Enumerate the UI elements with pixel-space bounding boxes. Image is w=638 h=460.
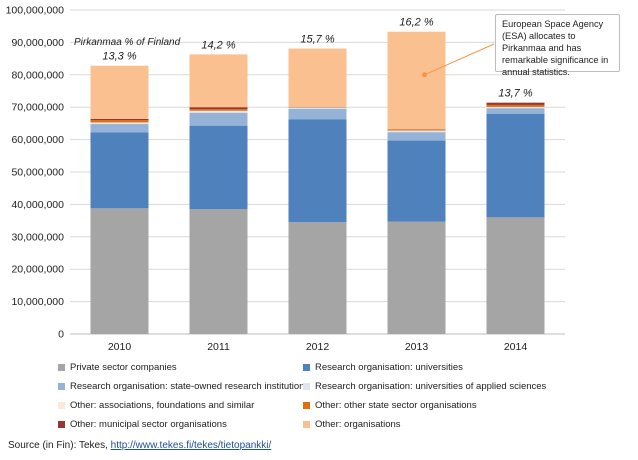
x-tick-label: 2013 xyxy=(405,341,429,353)
y-tick-label: 0 xyxy=(58,329,64,341)
legend-swatch xyxy=(58,421,65,428)
legend-label: Research organisation: state-owned resea… xyxy=(70,381,310,392)
bar-segment xyxy=(90,65,149,119)
bar-segment xyxy=(288,107,347,109)
legend-item: Other: municipal sector organisations xyxy=(58,419,227,430)
y-tick-label: 70,000,000 xyxy=(11,102,64,114)
y-axis-ticks: 0 10,000,000 20,000,000 30,000,000 40,000,00… xyxy=(6,5,65,341)
bar-segment xyxy=(189,107,248,110)
share-heading: Pirkanmaa % of Finland xyxy=(74,37,181,48)
legend-item: Research organisation: universities xyxy=(303,362,463,373)
y-tick-label: 60,000,000 xyxy=(11,134,64,146)
bar-segment xyxy=(387,31,446,130)
legend-label: Private sector companies xyxy=(70,362,177,373)
bar-segment xyxy=(189,54,248,108)
y-tick-label: 50,000,000 xyxy=(11,167,64,179)
bar-segment xyxy=(189,110,248,112)
y-tick-label: 80,000,000 xyxy=(11,69,64,81)
legend-swatch xyxy=(303,402,310,409)
bar-segment xyxy=(90,123,149,125)
legend-swatch xyxy=(58,402,65,409)
bars xyxy=(90,31,545,334)
bar-segment xyxy=(387,129,446,131)
esa-callout: European Space Agency (ESA) allocates to… xyxy=(495,14,620,77)
bar-segment xyxy=(486,113,545,218)
x-tick-label: 2014 xyxy=(504,341,528,353)
legend-swatch xyxy=(303,364,310,371)
y-tick-label: 10,000,000 xyxy=(11,296,64,308)
x-axis-ticks: 2010 2011 2012 2013 2014 xyxy=(108,341,528,353)
legend-label: Research organisation: universities of a… xyxy=(315,381,547,392)
legend-item: Research organisation: state-owned resea… xyxy=(58,381,309,392)
bar-segment xyxy=(288,108,347,120)
bar-segment xyxy=(90,122,149,124)
bar-segment xyxy=(387,140,446,222)
bar-segment xyxy=(288,119,347,223)
y-tick-label: 90,000,000 xyxy=(11,37,64,49)
share-label: 13,3 % xyxy=(102,51,136,63)
share-label: 15,7 % xyxy=(300,34,334,46)
x-tick-label: 2012 xyxy=(306,341,330,353)
legend-swatch xyxy=(58,364,65,371)
bar-segment xyxy=(90,124,149,133)
legend-swatch xyxy=(58,383,65,390)
bar-segment xyxy=(486,104,545,107)
source-prefix: Source (in Fin): Tekes, xyxy=(8,440,111,451)
bar-segment xyxy=(387,132,446,141)
x-tick-label: 2010 xyxy=(108,341,132,353)
y-tick-label: 20,000,000 xyxy=(11,264,64,276)
bar-segment xyxy=(387,130,446,133)
bar-segment xyxy=(90,132,149,209)
bar-segment xyxy=(189,112,248,126)
legend-item: Other: associations, foundations and sim… xyxy=(58,400,254,411)
callout-arrow xyxy=(422,43,495,78)
share-labels: 13,3 % 14,2 % 15,7 % 16,2 % 13,7 % xyxy=(102,17,532,100)
legend-item: Private sector companies xyxy=(58,362,177,373)
legend-label: Research organisation: universities xyxy=(315,362,463,373)
legend-label: Other: municipal sector organisations xyxy=(70,419,227,430)
bar-segment xyxy=(486,217,545,334)
source-link[interactable]: http://www.tekes.fi/tekes/tietopankki/ xyxy=(110,440,272,451)
bar-segment xyxy=(486,108,545,114)
bar-segment xyxy=(387,221,446,334)
bar-segment xyxy=(90,120,149,123)
y-tick-label: 40,000,000 xyxy=(11,199,64,211)
bar-segment xyxy=(189,109,248,111)
callout-line xyxy=(424,43,495,76)
x-tick-label: 2011 xyxy=(207,341,230,353)
legend-item: Other: organisations xyxy=(303,419,401,430)
legend-label: Other: organisations xyxy=(315,419,401,430)
bar-segment xyxy=(189,125,248,210)
legend-label: Other: other state sector organisations xyxy=(315,400,477,411)
bar-segment xyxy=(288,48,347,107)
share-label: 16,2 % xyxy=(399,17,433,29)
bar-segment xyxy=(90,118,149,121)
legend-item: Other: other state sector organisations xyxy=(303,400,477,411)
bar-segment xyxy=(189,209,248,334)
legend-swatch xyxy=(303,421,310,428)
legend-item: Research organisation: universities of a… xyxy=(303,381,546,392)
bar-segment xyxy=(189,111,248,113)
bar-segment xyxy=(486,107,545,109)
share-label: 14,2 % xyxy=(201,39,235,51)
y-tick-label: 100,000,000 xyxy=(6,5,65,17)
bar-segment xyxy=(90,208,149,334)
legend-label: Other: associations, foundations and sim… xyxy=(70,400,255,411)
bar-segment xyxy=(486,102,545,105)
y-tick-label: 30,000,000 xyxy=(11,231,64,243)
callout-dot xyxy=(422,72,427,78)
share-label: 13,7 % xyxy=(498,88,532,100)
source-note: Source (in Fin): Tekes, http://www.tekes… xyxy=(8,440,271,451)
bar-segment xyxy=(288,222,347,334)
legend-swatch xyxy=(303,383,310,390)
chart-area: 0 10,000,000 20,000,000 30,000,000 40,000,00… xyxy=(6,5,565,353)
